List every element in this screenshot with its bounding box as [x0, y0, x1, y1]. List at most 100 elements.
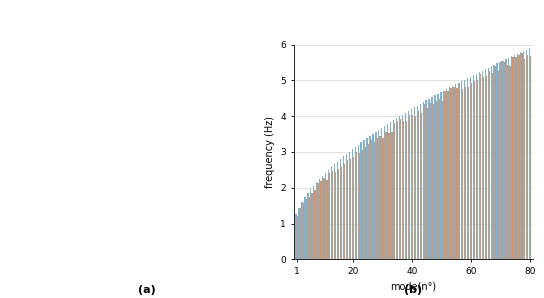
Bar: [518, 55, 520, 259]
Bar: [465, 87, 466, 259]
Bar: [436, 101, 437, 259]
Bar: [314, 190, 316, 259]
Bar: [394, 123, 395, 259]
Bar: [461, 81, 462, 259]
Bar: [331, 167, 332, 259]
Bar: [529, 48, 530, 259]
Bar: [317, 184, 319, 259]
Bar: [376, 138, 378, 259]
Bar: [426, 108, 428, 259]
Bar: [353, 157, 354, 259]
Bar: [380, 136, 381, 259]
Bar: [323, 178, 325, 259]
Bar: [372, 134, 374, 259]
Bar: [471, 83, 472, 259]
Bar: [340, 159, 341, 259]
Bar: [453, 87, 455, 259]
Bar: [511, 56, 512, 259]
Bar: [443, 91, 444, 259]
Bar: [505, 59, 506, 259]
Bar: [527, 55, 528, 259]
Bar: [437, 94, 438, 259]
Bar: [368, 145, 369, 259]
Bar: [497, 63, 498, 259]
Bar: [413, 107, 415, 259]
Bar: [312, 193, 313, 259]
Bar: [508, 58, 510, 259]
Bar: [523, 51, 524, 259]
Bar: [384, 126, 385, 259]
Bar: [429, 99, 430, 259]
Bar: [345, 154, 347, 259]
Bar: [338, 169, 339, 259]
Bar: [409, 115, 410, 259]
Bar: [320, 181, 322, 259]
Bar: [307, 193, 308, 259]
Bar: [462, 89, 463, 259]
Bar: [370, 140, 372, 259]
Bar: [450, 88, 452, 259]
Bar: [356, 152, 357, 259]
Bar: [493, 65, 494, 259]
Bar: [510, 66, 511, 259]
Bar: [517, 54, 518, 259]
Bar: [328, 170, 329, 259]
Bar: [504, 62, 505, 259]
Y-axis label: frequency (Hz): frequency (Hz): [265, 116, 275, 188]
Bar: [468, 87, 469, 259]
Bar: [498, 71, 499, 259]
Bar: [500, 61, 502, 259]
Bar: [487, 68, 489, 259]
Bar: [322, 176, 323, 259]
Bar: [396, 118, 397, 259]
Bar: [302, 204, 304, 259]
Bar: [335, 172, 336, 259]
Bar: [344, 164, 345, 259]
Bar: [512, 57, 514, 259]
Bar: [363, 140, 364, 259]
Bar: [444, 91, 446, 259]
Bar: [419, 104, 421, 259]
Bar: [418, 111, 419, 259]
Bar: [499, 62, 500, 259]
Bar: [483, 77, 484, 259]
Bar: [459, 83, 460, 259]
Bar: [381, 128, 382, 259]
Bar: [425, 100, 426, 259]
Bar: [391, 132, 393, 259]
Bar: [299, 207, 300, 259]
Bar: [350, 159, 351, 259]
Bar: [316, 182, 317, 259]
Bar: [474, 81, 475, 259]
Bar: [397, 121, 398, 259]
X-axis label: mode(n°): mode(n°): [391, 281, 436, 291]
Bar: [408, 111, 409, 259]
Bar: [400, 119, 401, 259]
Text: (a): (a): [138, 285, 156, 295]
Bar: [452, 86, 453, 259]
Bar: [308, 197, 310, 259]
Bar: [369, 136, 370, 259]
Bar: [387, 124, 388, 259]
Bar: [304, 198, 306, 259]
Bar: [470, 77, 471, 259]
Bar: [390, 122, 391, 259]
Bar: [502, 60, 504, 259]
Bar: [526, 50, 527, 259]
Bar: [411, 109, 412, 259]
Bar: [515, 57, 517, 259]
Bar: [530, 56, 531, 259]
Bar: [473, 75, 474, 259]
Bar: [440, 92, 442, 259]
Bar: [476, 74, 477, 259]
Bar: [514, 55, 515, 259]
Bar: [480, 74, 481, 259]
Bar: [421, 113, 422, 259]
Bar: [296, 216, 298, 259]
Bar: [382, 138, 384, 259]
Bar: [313, 186, 314, 259]
Bar: [449, 87, 450, 259]
Bar: [351, 149, 353, 259]
Bar: [455, 84, 456, 259]
Bar: [524, 59, 526, 259]
